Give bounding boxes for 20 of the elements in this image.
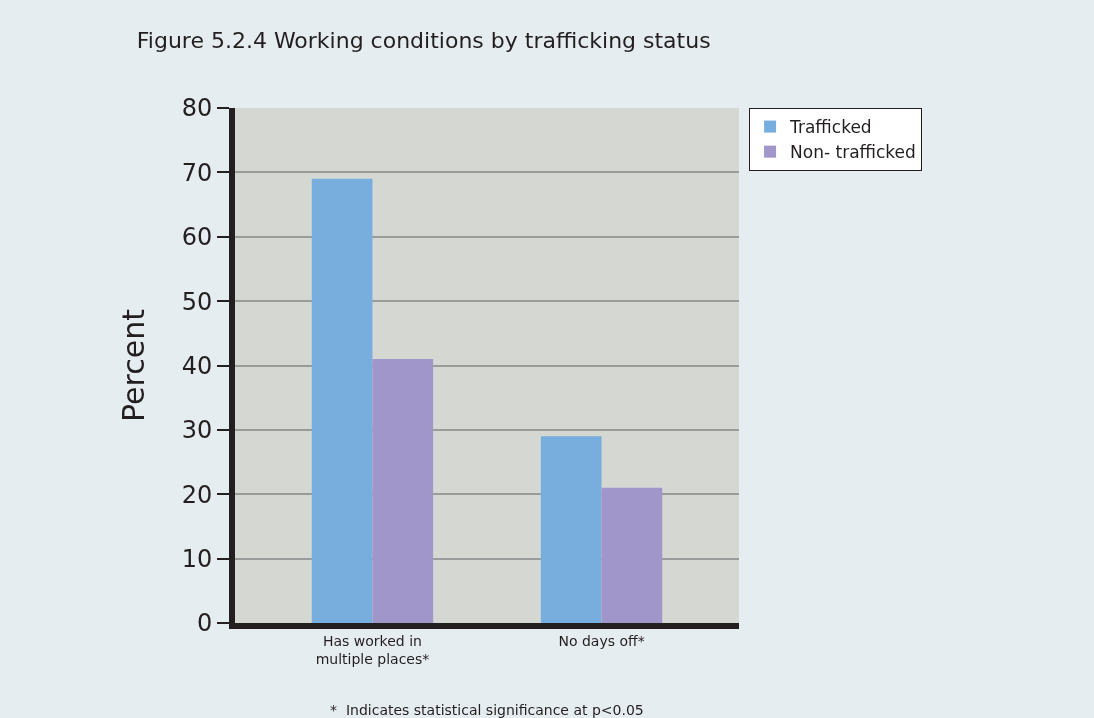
y-tick-label: 40	[181, 351, 213, 380]
y-tick-label: 30	[181, 416, 213, 445]
y-tick-label: 0	[196, 609, 213, 638]
y-tick-label: 60	[181, 223, 213, 252]
y-tick-label: 50	[181, 287, 213, 316]
x-tick-label: No days off*	[558, 632, 645, 649]
legend-label: Non- trafficked	[790, 142, 916, 163]
y-axis-title: Percent	[116, 308, 152, 422]
bar	[601, 487, 663, 623]
bar	[311, 178, 373, 623]
text: * Indicates statistical significance at p<0.05	[330, 702, 644, 718]
y-tick-label: 10	[181, 545, 213, 574]
bar	[540, 436, 602, 623]
y-tick-label: 70	[181, 158, 213, 187]
y-tick-label: 80	[181, 94, 213, 123]
bar	[372, 359, 434, 623]
chart-title: Figure 5.2.4 Working conditions by trafficking status	[136, 27, 711, 53]
legend-label: Trafficked	[789, 117, 872, 138]
x-tick-label: Has worked in multiple places*	[315, 632, 430, 667]
y-tick-label: 20	[181, 480, 213, 509]
